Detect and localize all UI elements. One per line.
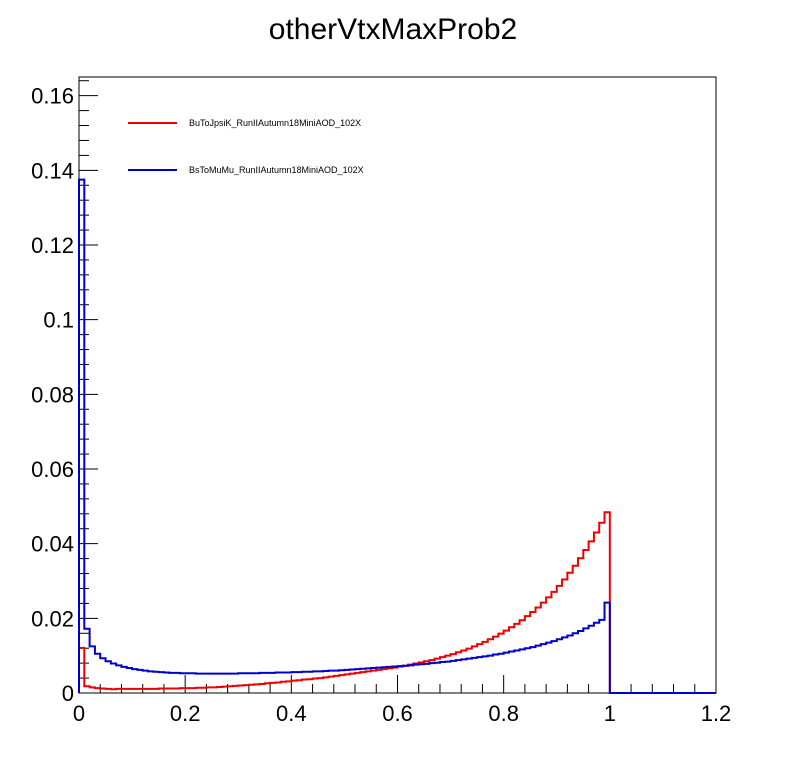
y-tick-label: 0.16 <box>31 84 74 109</box>
series-line-2 <box>78 178 716 694</box>
x-axis: 0 0.2 0.4 0.6 0.8 1 1.2 <box>73 675 731 726</box>
y-tick-label: 0.02 <box>31 606 74 631</box>
x-tick-label: 0 <box>73 701 85 726</box>
y-axis: 0 0.02 0.04 0.06 0.08 0.1 0.12 0.14 0.16 <box>31 80 98 706</box>
legend-label-2: BsToMuMu_RunIIAutumn18MiniAOD_102X <box>189 165 364 175</box>
y-tick-label: 0 <box>62 681 74 706</box>
series-group <box>78 178 716 694</box>
x-tick-label: 1.2 <box>701 701 732 726</box>
x-tick-label: 1 <box>604 701 616 726</box>
chart-title: otherVtxMaxProb2 <box>269 13 517 46</box>
x-tick-label: 0.4 <box>276 701 307 726</box>
y-tick-label: 0.12 <box>31 233 74 258</box>
y-tick-label: 0.06 <box>31 457 74 482</box>
series-line-1 <box>78 511 716 694</box>
x-tick-label: 0.8 <box>488 701 519 726</box>
x-tick-label: 0.6 <box>382 701 413 726</box>
x-tick-label: 0.2 <box>170 701 201 726</box>
y-tick-label: 0.08 <box>31 382 74 407</box>
legend-label-1: BuToJpsiK_RunIIAutumn18MiniAOD_102X <box>189 118 361 128</box>
y-tick-label: 0.04 <box>31 532 74 557</box>
y-tick-label: 0.1 <box>43 308 74 333</box>
y-tick-label: 0.14 <box>31 158 74 183</box>
legend: BuToJpsiK_RunIIAutumn18MiniAOD_102X BsToM… <box>128 118 364 175</box>
